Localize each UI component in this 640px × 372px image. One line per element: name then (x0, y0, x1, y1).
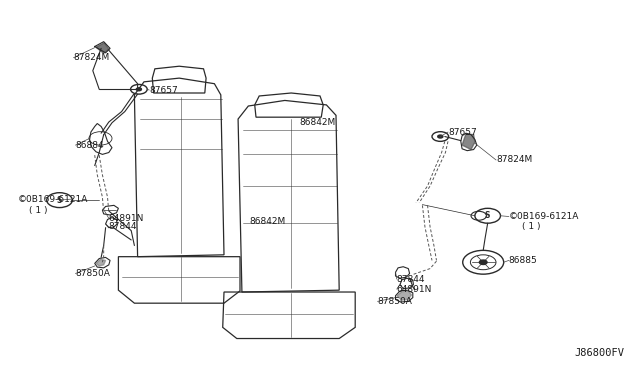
Text: 64891N: 64891N (397, 285, 432, 294)
Polygon shape (96, 259, 106, 266)
Text: 87824M: 87824M (496, 155, 532, 164)
Text: J86800FV: J86800FV (574, 348, 624, 358)
Text: 87657: 87657 (149, 86, 178, 94)
Text: ( 1 ): ( 1 ) (522, 222, 540, 231)
Text: ( 1 ): ( 1 ) (29, 206, 47, 215)
Text: 86884: 86884 (76, 141, 104, 150)
Circle shape (438, 135, 443, 138)
Text: ©0B169-6121A: ©0B169-6121A (18, 195, 88, 203)
Circle shape (136, 88, 141, 91)
Text: 87657: 87657 (448, 128, 477, 137)
Text: S: S (57, 196, 62, 205)
Text: 87824M: 87824M (74, 53, 110, 62)
Text: 87844: 87844 (109, 222, 138, 231)
Text: 86842M: 86842M (250, 217, 286, 226)
Text: 86885: 86885 (509, 256, 538, 265)
Polygon shape (397, 291, 412, 300)
Text: 87850A: 87850A (76, 269, 110, 278)
Text: 87850A: 87850A (378, 297, 412, 306)
Text: 87844: 87844 (397, 275, 426, 283)
Text: 64891N: 64891N (109, 214, 144, 223)
Polygon shape (96, 43, 109, 53)
Text: S: S (485, 211, 490, 220)
Polygon shape (462, 134, 475, 150)
Text: ©0B169-6121A: ©0B169-6121A (509, 212, 579, 221)
Circle shape (479, 260, 487, 264)
Text: 86842M: 86842M (300, 118, 336, 127)
